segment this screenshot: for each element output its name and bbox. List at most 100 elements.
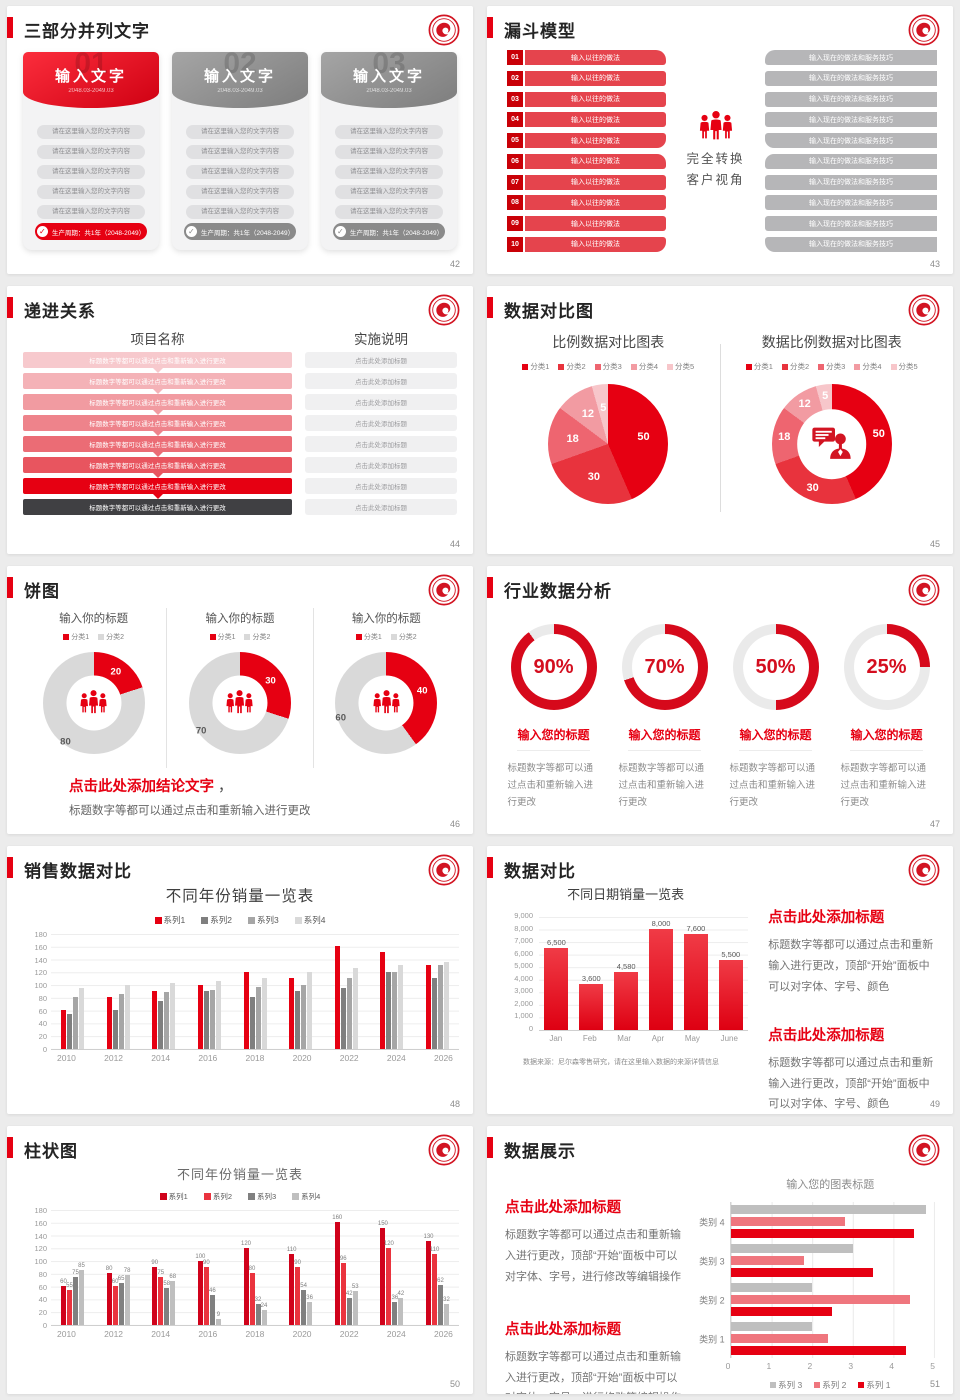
funnel-bar-past: 输入以往的做法 — [525, 195, 667, 211]
pie-value-label: 5 — [600, 402, 607, 415]
bar — [438, 1285, 443, 1325]
slide-45-thumbnail[interactable]: 数据对比图 比例数据对比图表 分类1 分类2 分类3 分类4 分类5 50 30 18 12 5… — [487, 286, 953, 554]
slide-title: 销售数据对比 — [24, 862, 132, 881]
bar — [249, 997, 255, 1049]
legend-item: 分类2 — [244, 632, 270, 642]
conclusion-block: 点击此处添加结论文字 ， 标题数字等都可以通过点击和重新输入进行更改 — [69, 775, 453, 818]
bar-value-label: 32 — [443, 1297, 450, 1304]
slide-47-thumbnail[interactable]: 行业数据分析 90% 输入您的标题 标题数字等都可以通过点击和重新输入进行更改 70%… — [487, 566, 953, 834]
funnel-row: 05 输入以往的做法 — [507, 133, 667, 149]
legend-label: 系列2 — [212, 1192, 232, 1201]
legend-item: 分类2 — [390, 632, 417, 642]
x-tick-label: 2026 — [434, 1053, 453, 1063]
legend-item: 分类1 — [745, 361, 773, 372]
legend-swatch — [390, 634, 397, 640]
bar-column — [243, 971, 249, 1049]
slide-48-thumbnail[interactable]: 销售数据对比 不同年份销量一览表 系列1 系列2 系列3 系列4 180 160 140 1… — [7, 846, 473, 1114]
legend-label: 分类4 — [638, 362, 658, 371]
legend-item: 分类4 — [630, 361, 658, 372]
brand-logo-icon — [428, 574, 460, 606]
bar-column: 68 — [169, 1274, 176, 1325]
bar — [444, 962, 449, 1049]
bar-value-label: 130 — [423, 1234, 434, 1241]
bar — [164, 1287, 170, 1325]
bar — [438, 965, 443, 1049]
y-tick-label: 140 — [34, 1231, 47, 1241]
legend-swatch — [594, 363, 601, 370]
y-tick-label: 80 — [38, 1269, 47, 1279]
slide-43-thumbnail[interactable]: 漏斗模型 01 输入以往的做法 02 输入以往的做法 03 输入以往的做法 04 输入以往的做… — [487, 6, 953, 274]
legend-label: 系列 2 — [822, 1380, 847, 1390]
funnel-number-badge: 06 — [507, 153, 523, 169]
funnel-number-badge: 07 — [507, 174, 523, 190]
bar — [730, 1217, 845, 1226]
x-axis-labels: Jan Feb Mar Apr May June — [539, 1031, 748, 1043]
funnel-row: 06 输入以往的做法 — [507, 153, 667, 169]
slide-49-thumbnail[interactable]: 数据对比 不同日期销量一览表 9,000 8,000 7,000 6,000 5,000… — [487, 846, 953, 1114]
slide-42-thumbnail[interactable]: 三部分并列文字 01 输入文字 2048.03-2049.03 请在这里输入您的文字内… — [7, 6, 473, 274]
bar-column — [352, 968, 358, 1049]
legend-label: 分类3 — [826, 362, 846, 371]
x-tick-label: 2022 — [339, 1053, 359, 1063]
page-number: 46 — [449, 819, 460, 829]
title-accent-bar — [7, 297, 13, 318]
bar-column — [295, 991, 301, 1049]
conclusion-comma: ， — [214, 779, 233, 795]
bar — [197, 1260, 203, 1325]
pie-chart: 50 30 18 12 5 — [548, 384, 669, 504]
bar-value-label: 32 — [254, 1297, 262, 1304]
bar — [295, 991, 301, 1049]
bar-group — [289, 971, 313, 1049]
note-cell: 点击此处添加标题 — [305, 457, 457, 473]
bar-column — [197, 984, 203, 1049]
legend-item: 分类1 — [63, 632, 89, 642]
bar — [289, 1254, 295, 1325]
card-date: 2048.03-2049.03 — [68, 88, 114, 94]
bar-column: 32 — [443, 1297, 450, 1325]
note-cell: 点击此处添加标题 — [305, 478, 457, 494]
bar — [340, 987, 346, 1049]
funnel-number-badge: 08 — [507, 195, 523, 211]
legend-item: 分类2 — [558, 361, 586, 372]
progress-ring: 70% — [621, 624, 708, 710]
slide-title: 数据对比 — [504, 862, 576, 881]
gauge-title: 输入您的标题 — [850, 726, 923, 751]
bar-column — [124, 984, 130, 1049]
grid-cell: 柱状图 不同年份销量一览表 系列1 系列2 系列3 系列4 180 160 140 120 1… — [0, 1120, 480, 1400]
bar — [730, 1229, 914, 1238]
slide-46-thumbnail[interactable]: 饼图 输入你的标题 分类1 分类2 20 80 输入你的标题 分类1 分类2 30 70 输入你的标… — [7, 566, 473, 834]
title-accent-bar — [487, 1137, 493, 1158]
slide-50-thumbnail[interactable]: 柱状图 不同年份销量一览表 系列1 系列2 系列3 系列4 180 160 140 120 1… — [7, 1126, 473, 1394]
funnel-bar-past: 输入以往的做法 — [525, 91, 667, 107]
bar-group: 80 60 65 78 — [106, 1266, 130, 1325]
x-tick-label: May — [684, 1034, 700, 1043]
bar — [215, 1319, 221, 1325]
text-pill: 请在这里输入您的文字内容 — [186, 165, 294, 179]
note-cell: 点击此处添加标题 — [305, 436, 457, 452]
slide-51-thumbnail[interactable]: 数据展示 点击此处添加标题 标题数字等都可以通过点击和重新输入进行更改，顶部“开… — [487, 1126, 953, 1394]
bar-value-label: 6,500 — [547, 937, 566, 947]
funnel-left-column: 01 输入以往的做法 02 输入以往的做法 03 输入以往的做法 04 输入以往的做法 05 输入… — [507, 50, 667, 252]
bar-group: 130 110 62 32 — [423, 1234, 450, 1325]
funnel-bar-present: 输入现在的做法和服务技巧 — [764, 133, 937, 149]
bar — [215, 981, 221, 1049]
bar-value-label: 54 — [300, 1283, 307, 1290]
gauge-description: 标题数字等都可以通过点击和重新输入进行更改 — [618, 763, 705, 809]
slide-44-thumbnail[interactable]: 递进关系 项目名称 实施说明 标题数字等都可以通过点击和重新输入进行更改 点击此处… — [7, 286, 473, 554]
legend-label: 分类2 — [398, 634, 417, 641]
bar — [392, 1301, 398, 1325]
x-tick-label: 2010 — [57, 1329, 76, 1339]
donut-chart-block: 输入你的标题 分类1 分类2 40 60 — [314, 608, 459, 768]
bar — [255, 986, 261, 1049]
chart-legend: 分类1 分类2 — [209, 632, 270, 642]
table-row: 标题数字等都可以通过点击和重新输入进行更改 点击此处添加标题 — [23, 499, 457, 515]
bar-value-label: 75 — [157, 1269, 165, 1276]
chart-legend: 分类1 分类2 分类3 分类4 分类5 — [522, 361, 694, 372]
bar-group — [106, 984, 130, 1049]
bar — [112, 1286, 118, 1325]
x-tick-label: 2012 — [104, 1053, 124, 1063]
pie-value-label: 30 — [806, 482, 819, 495]
y-axis-labels: 9,000 8,000 7,000 6,000 5,000 4,000 3,000 2,000… — [503, 911, 533, 1033]
y-tick-label: 160 — [34, 1218, 47, 1228]
page-number: 50 — [449, 1379, 460, 1389]
